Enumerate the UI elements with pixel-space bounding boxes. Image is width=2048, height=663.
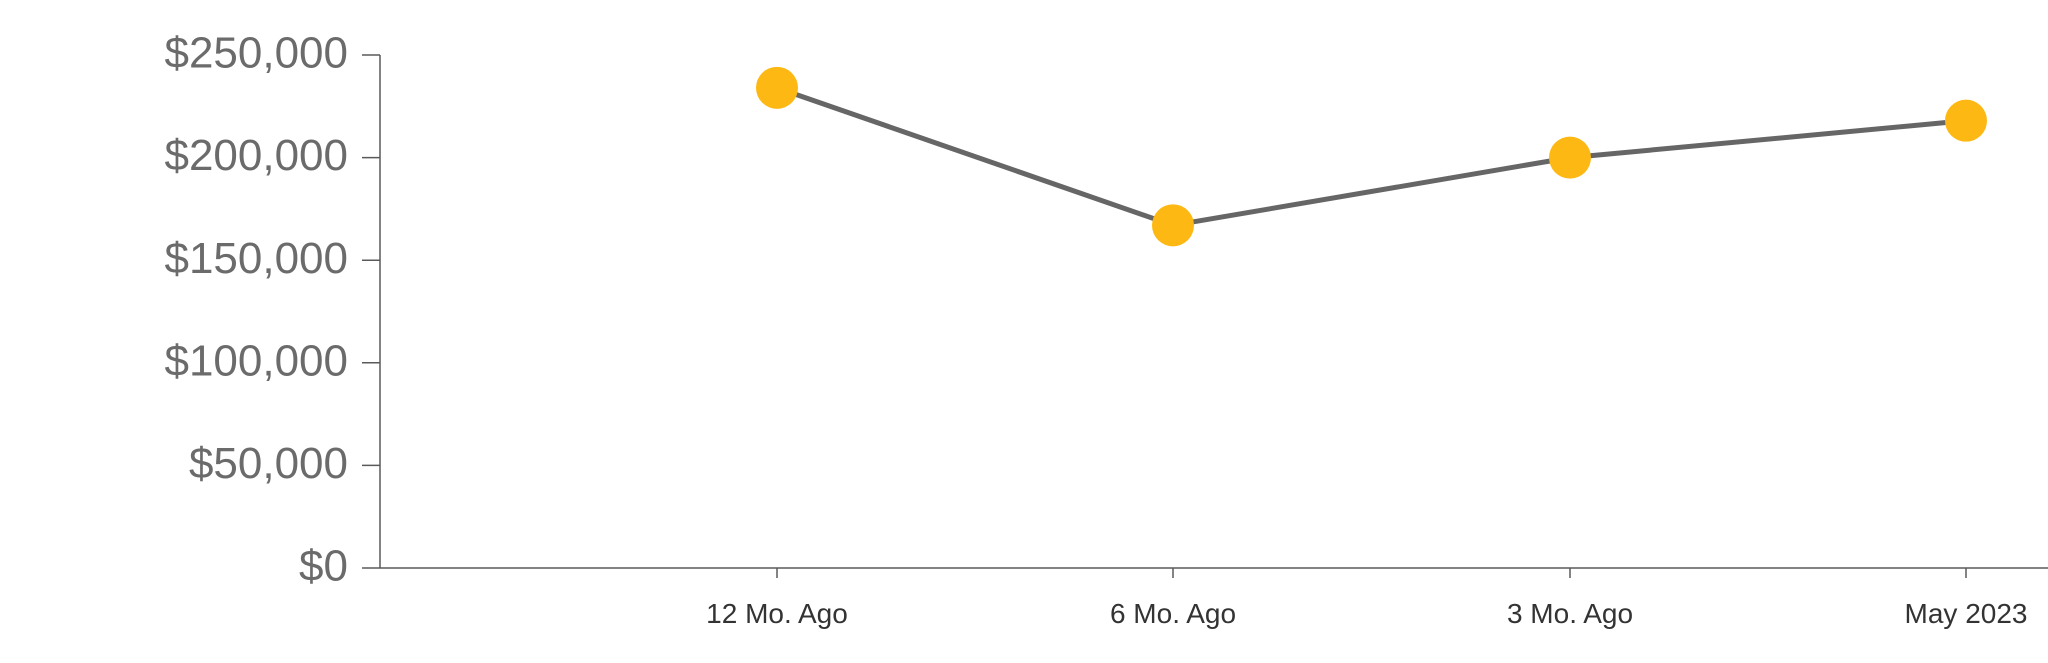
- y-tick-label: $250,000: [164, 29, 348, 78]
- series-line: [774, 85, 1969, 228]
- x-tick-label: 3 Mo. Ago: [1507, 598, 1633, 629]
- y-tick-label: $150,000: [164, 234, 348, 283]
- x-tick-label: 6 Mo. Ago: [1110, 598, 1236, 629]
- y-tick-label: $0: [299, 542, 348, 591]
- x-tick-label: May 2023: [1905, 598, 2028, 629]
- x-axis: 12 Mo. Ago 6 Mo. Ago 3 Mo. Ago May 2023: [380, 567, 2048, 629]
- data-point[interactable]: [1549, 136, 1591, 179]
- data-point[interactable]: [1945, 99, 1987, 142]
- y-axis: $0 $50,000 $100,000 $150,000 $200,000 $250,00…: [164, 29, 381, 591]
- x-tick-label: 12 Mo. Ago: [706, 598, 848, 629]
- y-tick-label: $100,000: [164, 336, 348, 385]
- y-tick-label: $50,000: [189, 439, 348, 488]
- series-layer: [756, 66, 1987, 247]
- data-point[interactable]: [1152, 204, 1194, 247]
- data-point[interactable]: [756, 66, 798, 109]
- y-tick-label: $200,000: [164, 131, 348, 180]
